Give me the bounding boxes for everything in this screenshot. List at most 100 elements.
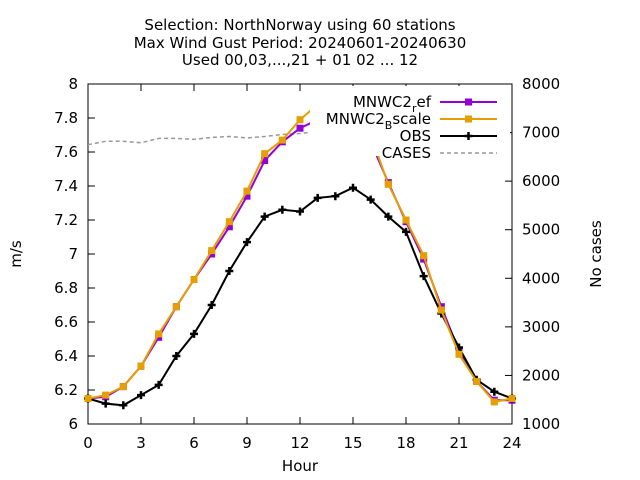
data-point <box>261 157 269 164</box>
data-point <box>260 212 269 221</box>
legend-marker <box>465 115 472 123</box>
data-point <box>490 398 498 406</box>
data-point <box>101 399 110 408</box>
legend-background <box>310 86 510 156</box>
y2-tick-label: 2000 <box>522 366 560 384</box>
data-point <box>296 124 304 132</box>
data-point <box>420 252 428 260</box>
data-point <box>331 192 340 201</box>
y-tick-label: 7 <box>68 245 78 263</box>
data-point <box>473 378 481 385</box>
data-point <box>296 207 304 216</box>
x-tick-label: 6 <box>189 434 199 452</box>
data-point <box>384 212 393 221</box>
data-point <box>225 218 233 226</box>
data-point <box>313 193 322 202</box>
data-point <box>119 401 128 410</box>
legend-item-mnwc2-ref: MNWC2ref <box>353 93 497 115</box>
x-tick-label: 15 <box>343 434 362 452</box>
data-point <box>207 301 216 309</box>
x-tick-label: 0 <box>83 434 93 452</box>
y2-tick-label: 8000 <box>522 75 560 93</box>
data-point <box>137 362 145 370</box>
y-axis-label: m/s <box>7 240 25 268</box>
series-line <box>87 129 513 149</box>
data-point <box>84 395 92 402</box>
data-point <box>419 272 428 281</box>
y-tick-label: 6.8 <box>54 279 78 297</box>
series-cases <box>87 129 513 149</box>
data-point <box>208 247 216 255</box>
chart-title: Selection: NorthNorway using 60 stations… <box>134 16 467 69</box>
data-point <box>119 383 127 391</box>
x-tick-label: 21 <box>449 434 468 452</box>
y-tick-label: 7.4 <box>54 177 78 195</box>
data-point <box>172 352 181 360</box>
y2-tick-label: 3000 <box>522 318 560 336</box>
title-line-1: Selection: NorthNorway using 60 stations <box>144 16 455 34</box>
data-point <box>296 116 304 124</box>
data-point <box>349 183 357 192</box>
y-tick-label: 6.6 <box>54 313 78 331</box>
data-point <box>437 306 445 314</box>
data-point <box>261 150 269 158</box>
data-point <box>243 187 251 195</box>
y-tick-label: 6 <box>68 415 78 433</box>
legend-label: OBS <box>400 127 431 145</box>
data-point <box>278 136 286 144</box>
data-point <box>190 276 198 283</box>
y-tick-label: 7.8 <box>54 109 78 127</box>
data-point <box>384 180 392 188</box>
y2-tick-label: 5000 <box>522 221 560 239</box>
data-point <box>508 395 516 402</box>
x-tick-label: 3 <box>136 434 146 452</box>
x-tick-label: 9 <box>242 434 252 452</box>
y-tick-label: 7.6 <box>54 143 78 161</box>
legend-item-cases: CASES <box>382 144 497 162</box>
x-tick-label: 24 <box>502 434 521 452</box>
legend-item-obs: OBS <box>400 127 497 145</box>
y-tick-label: 8 <box>68 75 78 93</box>
data-point <box>455 350 463 358</box>
legend-label: CASES <box>382 144 431 162</box>
y2-tick-label: 4000 <box>522 269 560 287</box>
series-line <box>87 118 512 402</box>
data-point <box>366 195 375 204</box>
data-point <box>190 329 198 338</box>
data-point <box>278 205 287 214</box>
y2-axis-label: No cases <box>587 220 605 288</box>
y2-tick-label: 7000 <box>522 124 560 142</box>
legend-item-mnwc2-bscale: MNWC2Bscale <box>326 110 497 132</box>
series-mnwc2-ref <box>84 116 516 404</box>
series-obs <box>84 183 516 410</box>
data-point <box>137 391 145 400</box>
data-point <box>225 267 234 275</box>
y-tick-label: 6.2 <box>54 381 78 399</box>
legend-marker <box>464 132 473 140</box>
data-point <box>172 303 180 311</box>
x-tick-label: 12 <box>290 434 309 452</box>
data-point <box>154 380 163 389</box>
y2-tick-label: 1000 <box>522 415 560 433</box>
y-tick-label: 7.2 <box>54 211 78 229</box>
legend-label: MNWC2Bscale <box>326 110 431 132</box>
data-point <box>102 391 110 399</box>
data-point <box>225 223 233 231</box>
series-line <box>87 186 513 407</box>
data-point <box>402 227 410 236</box>
data-point <box>490 387 499 396</box>
x-tick-label: 18 <box>396 434 415 452</box>
data-point <box>402 216 410 224</box>
title-line-2: Max Wind Gust Period: 20240601-20240630 <box>134 34 467 52</box>
x-axis-label: Hour <box>282 457 319 475</box>
y2-tick-label: 6000 <box>522 172 560 190</box>
title-line-3: Used 00,03,...,21 + 01 02 ... 12 <box>182 51 418 69</box>
legend-marker <box>465 98 472 106</box>
data-point <box>243 192 251 200</box>
data-point <box>155 330 163 338</box>
data-point <box>243 238 251 247</box>
legend-label: MNWC2ref <box>353 93 432 115</box>
axis-ticks: 0 3 6 9 12 15 18 21 24 6 6.2 6.4 6.6 6.8 7 7.2 7.4 7.6 7.8… <box>54 75 560 452</box>
